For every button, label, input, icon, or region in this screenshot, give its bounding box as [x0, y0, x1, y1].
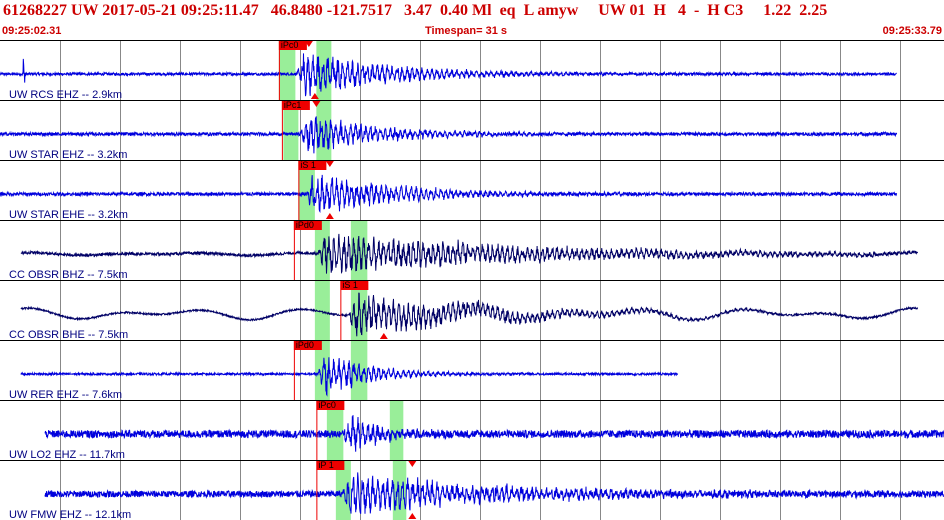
station-label: UW FMW EHZ -- 12.1km	[9, 509, 131, 520]
waveform-trace	[0, 116, 898, 154]
pick-label: iPd0	[296, 220, 314, 230]
waveform-trace	[20, 292, 919, 337]
pick-label: iP 1	[318, 460, 333, 470]
waveform-trace	[44, 415, 944, 452]
arrival-marker-down	[325, 161, 334, 167]
pick-window	[283, 101, 299, 160]
pick-label: iPc0	[318, 400, 336, 410]
arrival-marker-down	[304, 41, 313, 47]
station-label: UW RER EHZ -- 7.6km	[9, 389, 122, 401]
pick-window	[298, 161, 315, 220]
waveform-trace	[0, 53, 897, 97]
pick-box	[298, 161, 327, 170]
timespan-label: Timespan= 31 s	[425, 25, 508, 37]
event-header: 61268227 UW 2017-05-21 09:25:11.47 46.84…	[0, 0, 944, 40]
station-label: CC OBSR BHE -- 7.5km	[9, 329, 128, 341]
pick-window	[326, 401, 344, 460]
pick-window	[392, 461, 407, 520]
pick-box	[340, 281, 369, 290]
pick-label: iS 1	[342, 280, 358, 290]
pick-label: iS 1	[300, 160, 316, 170]
waveform-trace	[0, 174, 898, 213]
event-summary-title: 61268227 UW 2017-05-21 09:25:11.47 46.84…	[3, 2, 828, 19]
pick-box	[281, 101, 310, 110]
pick-window	[389, 401, 404, 460]
station-label: UW RCS EHZ -- 2.9km	[9, 89, 122, 101]
pick-box	[278, 41, 307, 50]
station-label: UW STAR EHZ -- 3.2km	[9, 149, 127, 161]
station-label: UW STAR EHE -- 3.2km	[9, 209, 128, 221]
arrival-marker-up	[408, 513, 417, 519]
waveform-trace	[20, 357, 679, 397]
pick-box	[293, 341, 322, 350]
station-label: CC OBSR BHZ -- 7.5km	[9, 269, 128, 281]
pick-window	[314, 281, 330, 340]
pick-window	[278, 41, 296, 100]
pick-label: iPd0	[296, 340, 314, 350]
arrival-marker-down	[408, 461, 417, 467]
end-time: 09:25:33.79	[882, 25, 942, 37]
pick-box	[316, 401, 345, 410]
arrival-marker-up	[379, 333, 388, 339]
waveform-trace	[20, 233, 919, 274]
pick-label: iPc1	[284, 100, 302, 110]
pick-box	[293, 221, 322, 230]
pick-box	[316, 461, 345, 470]
arrival-marker-down	[312, 101, 321, 107]
pick-label: iPc0	[281, 40, 299, 50]
arrival-marker-up	[325, 213, 334, 219]
start-time: 09:25:02.31	[2, 25, 62, 37]
pick-window	[316, 101, 332, 160]
arrival-marker-up	[310, 93, 319, 99]
waveform-trace	[44, 472, 944, 514]
station-label: UW LO2 EHZ -- 11.7km	[9, 449, 125, 461]
